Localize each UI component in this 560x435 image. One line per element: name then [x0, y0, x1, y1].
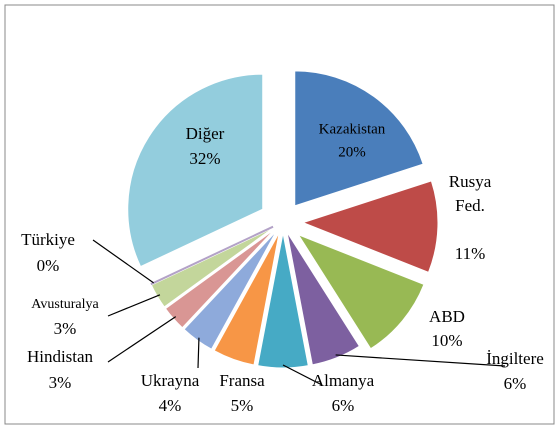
- value-label: 0%: [37, 256, 60, 275]
- pie-slice: [301, 180, 439, 273]
- category-label: Rusya Fed.: [449, 172, 492, 215]
- value-label: 6%: [332, 396, 355, 415]
- category-label: Fransa: [219, 371, 265, 390]
- value-label: 3%: [49, 373, 72, 392]
- leader-line: [335, 354, 506, 367]
- value-label: 20%: [338, 144, 366, 160]
- category-label: Avusturalya: [31, 297, 99, 312]
- value-label: 3%: [54, 319, 77, 338]
- pie-slice: [183, 230, 277, 350]
- category-label: Hindistan: [27, 347, 94, 366]
- category-label: Kazakistan: [319, 121, 386, 137]
- category-label: Türkiye: [21, 230, 75, 249]
- pie-slice: [127, 73, 264, 268]
- leader-line: [197, 337, 200, 369]
- value-label: 11%: [455, 244, 486, 263]
- value-label: 10%: [431, 331, 462, 350]
- pie-slice: [257, 232, 309, 369]
- pie-slice: [297, 233, 425, 350]
- value-label: 5%: [231, 396, 254, 415]
- pie-slice: [294, 70, 424, 207]
- category-label: Diğer: [186, 124, 225, 143]
- value-label: 6%: [504, 374, 527, 393]
- value-label: 32%: [189, 149, 220, 168]
- value-label: 4%: [159, 396, 182, 415]
- pie-slice: [286, 231, 361, 366]
- leader-line: [282, 364, 323, 386]
- leader-line: [92, 239, 154, 284]
- leader-line: [107, 316, 177, 363]
- leader-line: [107, 294, 161, 317]
- category-label: ABD: [429, 307, 465, 326]
- pie-slice: [150, 225, 274, 286]
- category-label: İngiltere: [486, 349, 544, 368]
- pie-slice: [213, 232, 280, 366]
- category-label: Almanya: [312, 371, 375, 390]
- category-label: Ukrayna: [141, 371, 200, 390]
